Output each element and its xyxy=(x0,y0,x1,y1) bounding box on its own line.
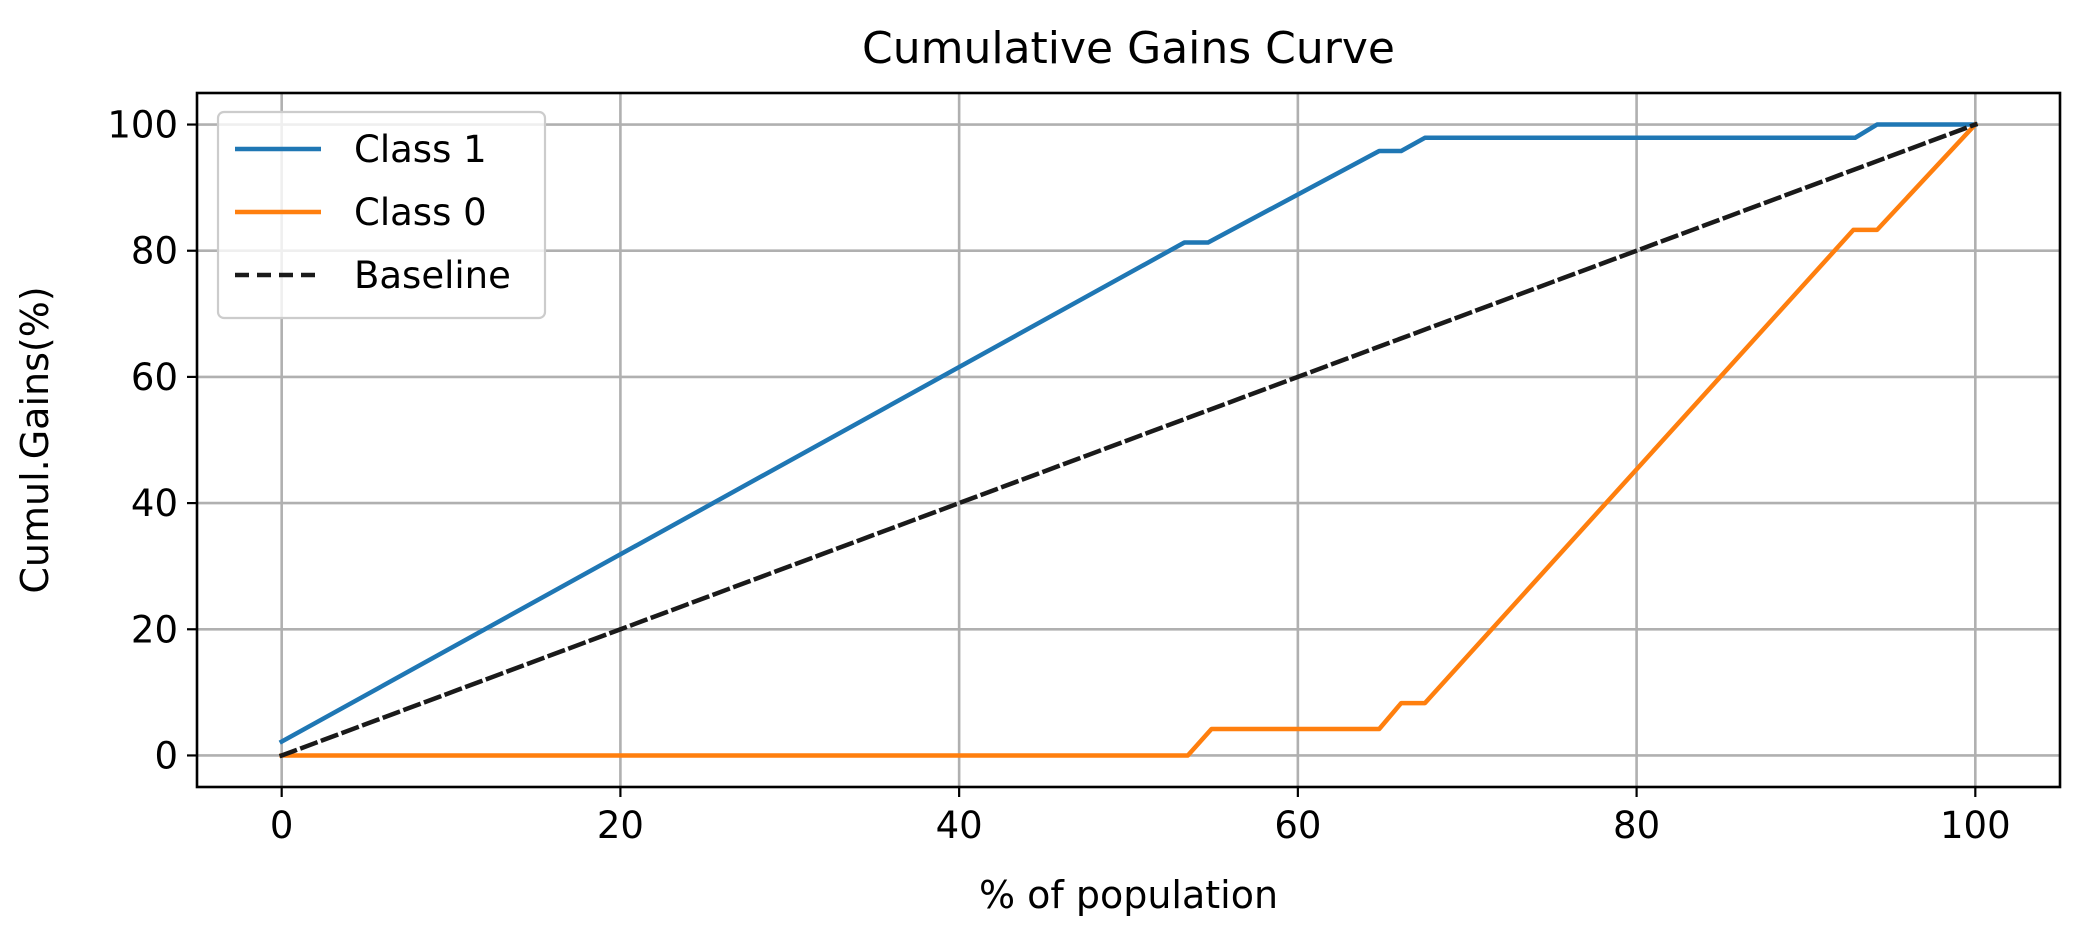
series-line-baseline xyxy=(278,121,1979,759)
x-tick-label: 80 xyxy=(1613,804,1660,847)
y-tick-label: 20 xyxy=(131,608,178,651)
y-tick-label: 100 xyxy=(107,104,178,147)
series-lines xyxy=(278,121,1979,759)
legend-label: Class 0 xyxy=(354,191,487,234)
series-line-class-0 xyxy=(279,121,1979,758)
legend-label: Class 1 xyxy=(354,128,487,171)
x-tick-label: 0 xyxy=(270,804,294,847)
y-tick-label: 40 xyxy=(131,482,178,525)
x-tick-label: 20 xyxy=(597,804,644,847)
ticks: 0 20 40 60 80 100 0 20 40 60 80 100 xyxy=(107,104,2010,847)
y-tick-label: 80 xyxy=(131,230,178,273)
series-line-class-1 xyxy=(278,122,1978,745)
chart-title: Cumulative Gains Curve xyxy=(862,23,1395,74)
x-tick-label: 60 xyxy=(1274,804,1321,847)
y-tick-label: 0 xyxy=(154,734,178,777)
legend-box xyxy=(216,110,547,320)
y-tick-label: 60 xyxy=(131,356,178,399)
x-tick-label: 40 xyxy=(936,804,983,847)
x-tick-label: 100 xyxy=(1940,804,2011,847)
legend: Class 1 Class 0 Baseline xyxy=(216,110,547,320)
y-axis-label: Cumul.Gains(%) xyxy=(13,286,57,593)
x-axis-label: % of population xyxy=(979,873,1278,917)
legend-label: Baseline xyxy=(354,254,511,297)
axes-frame xyxy=(195,91,2062,789)
